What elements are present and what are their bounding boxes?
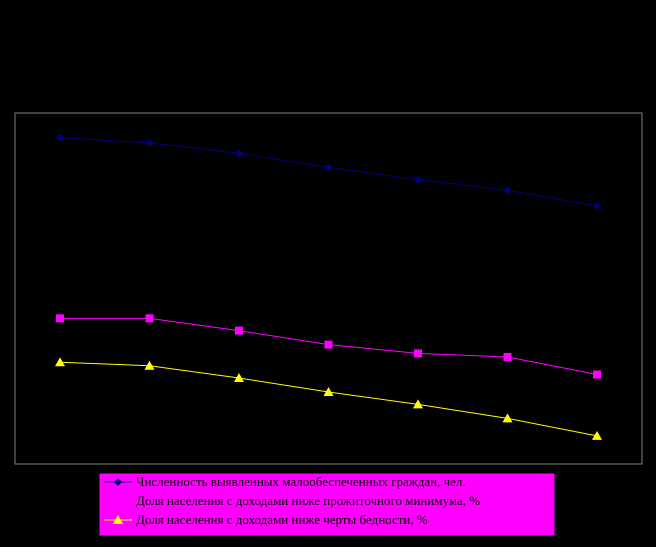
legend-swatch-marker xyxy=(113,515,123,524)
plot-area-border xyxy=(14,112,643,465)
series-3-point xyxy=(323,387,334,397)
plot-layer xyxy=(55,133,602,440)
legend-box xyxy=(98,472,556,537)
series-1-point xyxy=(235,149,243,158)
series-1-point xyxy=(593,202,601,211)
series-1 xyxy=(56,133,601,211)
series-2-point xyxy=(324,340,333,349)
legend-swatch-marker xyxy=(114,497,122,505)
series-3-point xyxy=(234,373,244,383)
series-2-point xyxy=(235,326,243,335)
legend: Численность выявленных малообеспеченных … xyxy=(98,472,556,537)
legend-item-1: Численность выявленных малообеспеченных … xyxy=(104,474,466,489)
legend-item-3: Доля населения с доходами ниже черты бед… xyxy=(104,512,428,527)
series-2-point xyxy=(503,352,512,361)
series-3-point xyxy=(55,357,65,367)
series-3-point xyxy=(592,430,602,440)
series-1-point xyxy=(414,175,422,184)
series-2-point xyxy=(145,314,154,323)
series-2 xyxy=(56,314,601,379)
legend-label: Численность выявленных малообеспеченных … xyxy=(136,474,466,489)
series-1-point xyxy=(56,133,64,142)
series-2-point xyxy=(414,349,422,358)
series-3 xyxy=(55,357,602,440)
legend-label: Доля населения с доходами ниже черты бед… xyxy=(136,512,428,527)
legend-swatch-marker xyxy=(114,478,122,486)
series-3-point xyxy=(413,399,423,409)
series-2-point xyxy=(593,370,601,379)
series-2-point xyxy=(56,314,64,323)
series-1-point xyxy=(324,163,333,172)
series-1-point xyxy=(503,186,512,195)
legend-item-2: Доля населения с доходами ниже прожиточн… xyxy=(104,493,480,508)
series-1-point xyxy=(145,138,154,147)
series-3-point xyxy=(144,360,155,370)
series-3-point xyxy=(502,413,513,423)
legend-items: Численность выявленных малообеспеченных … xyxy=(104,474,480,527)
legend-label: Доля населения с доходами ниже прожиточн… xyxy=(136,493,480,508)
